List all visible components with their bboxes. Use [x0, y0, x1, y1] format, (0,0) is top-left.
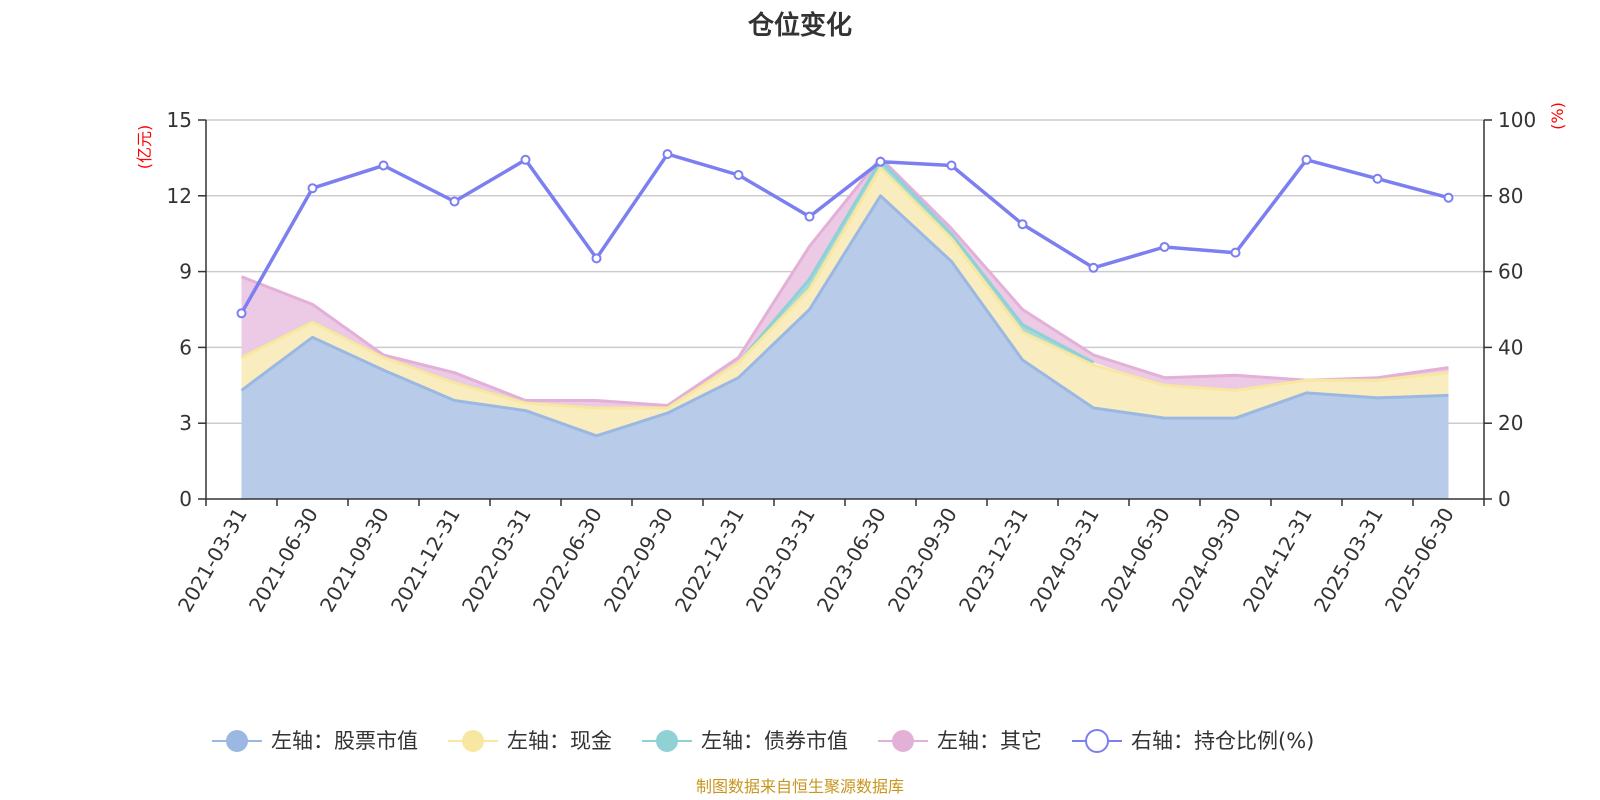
- x-axis-tick-label: 2021-12-31: [386, 504, 465, 617]
- legend-item: 左轴：债券市值: [642, 729, 848, 753]
- left-axis-tick-label: 3: [179, 411, 192, 435]
- ratio-point: [378, 160, 389, 171]
- data-source-note: 制图数据来自恒生聚源数据库: [696, 777, 904, 796]
- legend-label: 左轴：债券市值: [701, 729, 848, 753]
- x-axis-tick-label: 2025-06-30: [1380, 504, 1459, 617]
- area-fill-0: [241, 195, 1449, 500]
- line-layer: [236, 149, 1454, 319]
- legend-marker: [656, 730, 678, 752]
- legend-item: 右轴：持仓比例(%): [1072, 729, 1314, 753]
- right-axis-tick-label: 40: [1498, 335, 1523, 359]
- left-axis-unit: (亿元): [135, 125, 154, 170]
- legend-marker: [462, 730, 484, 752]
- x-axis-tick-label: 2023-03-31: [741, 504, 820, 617]
- left-axis-tick-label: 9: [179, 260, 192, 284]
- left-axis-tick-label: 15: [167, 108, 192, 132]
- x-axis-tick-label: 2022-12-31: [670, 504, 749, 617]
- legend-label: 左轴：其它: [937, 729, 1042, 753]
- ratio-point: [591, 253, 602, 264]
- ratio-line: [239, 152, 1449, 315]
- x-axis-tick-label: 2022-09-30: [599, 504, 678, 617]
- x-axis-tick-label: 2021-09-30: [315, 504, 394, 617]
- ratio-point: [1088, 262, 1099, 273]
- x-axis-tick-label: 2025-03-31: [1309, 504, 1388, 617]
- legend-item: 左轴：股票市值: [212, 729, 418, 753]
- ratio-point: [946, 160, 957, 171]
- ratio-point: [662, 149, 673, 160]
- x-axis-tick-label: 2022-03-31: [457, 504, 536, 617]
- chart-title: 仓位变化: [747, 10, 852, 41]
- left-axis-tick-label: 0: [179, 487, 192, 511]
- x-axis-tick-label: 2021-06-30: [244, 504, 323, 617]
- ratio-point: [1372, 173, 1383, 184]
- right-axis-tick-label: 0: [1498, 487, 1511, 511]
- right-axis-tick-label: 60: [1498, 260, 1523, 284]
- right-axis-unit: (%): [1548, 102, 1567, 130]
- x-axis-tick-label: 2021-03-31: [173, 504, 252, 617]
- right-axis-tick-label: 100: [1498, 108, 1536, 132]
- ratio-point: [1017, 219, 1028, 230]
- x-axis-tick-label: 2023-09-30: [883, 504, 962, 617]
- x-axis-tick-label: 2023-06-30: [812, 504, 891, 617]
- x-axis-tick-label: 2024-09-30: [1167, 504, 1246, 617]
- ratio-point: [733, 169, 744, 180]
- left-axis-tick-label: 12: [167, 184, 192, 208]
- ratio-point: [449, 196, 460, 207]
- area-edge-1: [240, 166, 1449, 410]
- x-axis-tick-label: 2024-12-31: [1238, 504, 1317, 617]
- ratio-point: [307, 183, 318, 194]
- ratio-point: [1443, 192, 1454, 203]
- legend-label: 右轴：持仓比例(%): [1131, 729, 1314, 753]
- ratio-point: [1230, 247, 1241, 258]
- legend-marker: [1085, 729, 1109, 753]
- ratio-point: [1301, 154, 1312, 165]
- x-axis-tick-label: 2024-03-31: [1025, 504, 1104, 617]
- left-axis-tick-label: 6: [179, 335, 192, 359]
- ratio-point: [1159, 241, 1170, 252]
- legend-marker: [892, 730, 914, 752]
- x-axis-tick-label: 2022-06-30: [528, 504, 607, 617]
- legend: 左轴：股票市值 左轴：现金 左轴：债券市值 左轴：其它 右轴：持仓比例(%): [212, 729, 1314, 753]
- ratio-point: [875, 156, 886, 167]
- right-axis-tick-label: 80: [1498, 184, 1523, 208]
- legend-marker: [226, 730, 248, 752]
- legend-label: 左轴：现金: [507, 729, 612, 753]
- right-axis-tick-label: 20: [1498, 411, 1523, 435]
- x-axis-tick-label: 2024-06-30: [1096, 504, 1175, 617]
- ratio-point: [804, 211, 815, 222]
- area-edge-3: [240, 156, 1449, 407]
- x-axis-tick-label: 2023-12-31: [954, 504, 1033, 617]
- legend-item: 左轴：其它: [878, 729, 1042, 753]
- area-fill-3: [241, 157, 1449, 408]
- legend-item: 左轴：现金: [448, 729, 612, 753]
- legend-label: 左轴：股票市值: [271, 729, 418, 753]
- area-layer: [240, 156, 1449, 500]
- area-edge-0: [240, 194, 1449, 438]
- ratio-point: [236, 308, 247, 319]
- ratio-point: [520, 154, 531, 165]
